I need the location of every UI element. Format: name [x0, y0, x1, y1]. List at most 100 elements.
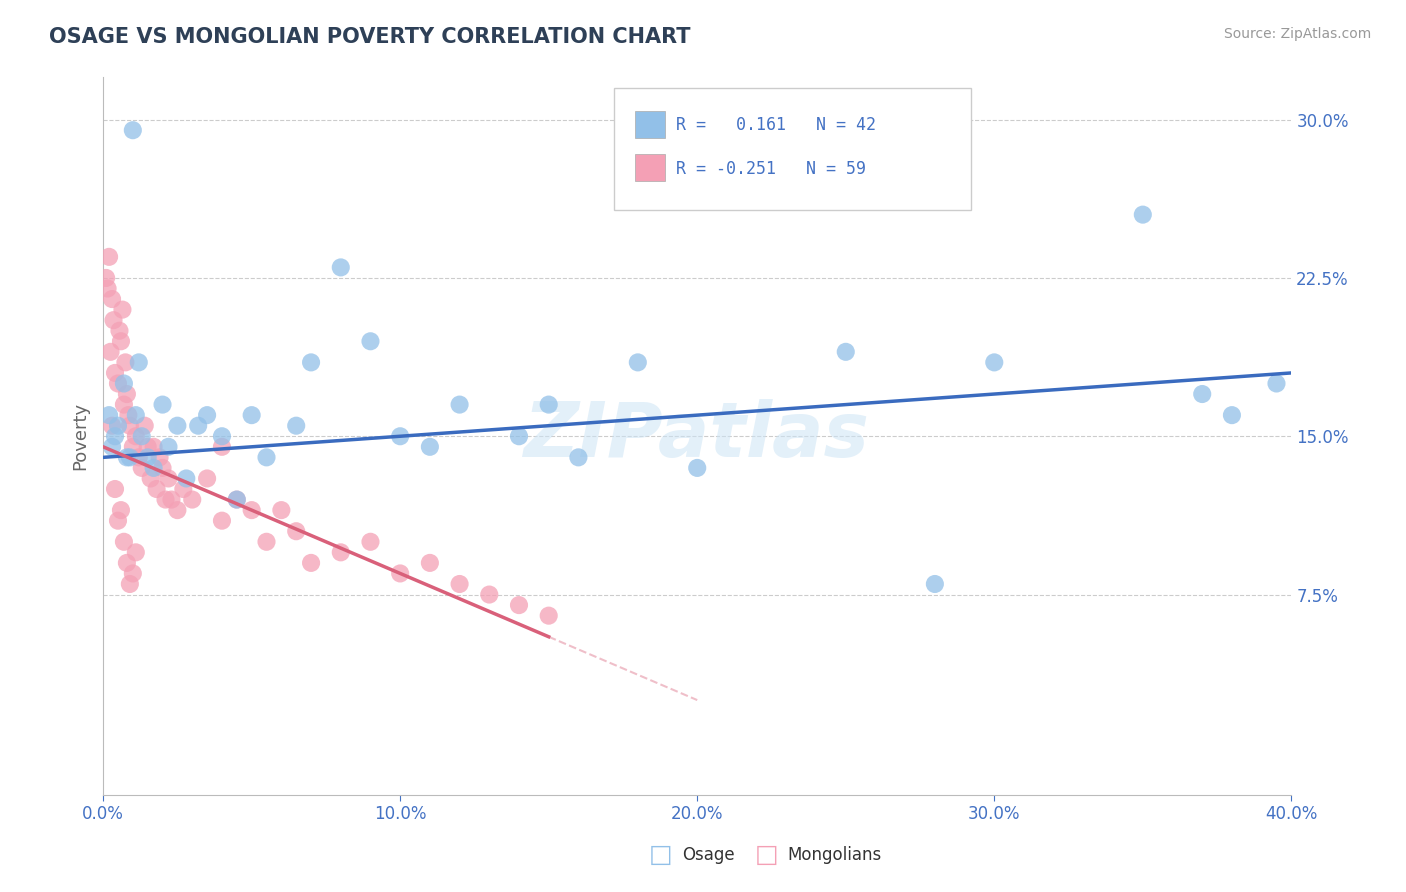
Point	[118, 577, 141, 591]
Text: Source: ZipAtlas.com: Source: ZipAtlas.com	[1223, 27, 1371, 41]
Point	[508, 598, 530, 612]
Point	[240, 503, 263, 517]
Point	[139, 471, 162, 485]
Point	[121, 123, 143, 137]
Point	[125, 429, 148, 443]
Point	[195, 408, 218, 422]
Point	[142, 461, 165, 475]
Point	[686, 461, 709, 475]
Point	[136, 450, 159, 465]
Point	[627, 355, 650, 369]
Point	[142, 440, 165, 454]
Point	[176, 471, 198, 485]
Point	[983, 355, 1005, 369]
Bar	[636, 112, 665, 138]
Point	[924, 577, 946, 591]
Point	[110, 334, 132, 349]
Point	[108, 324, 131, 338]
Point	[449, 398, 471, 412]
FancyBboxPatch shape	[614, 88, 970, 211]
Point	[104, 482, 127, 496]
Point	[240, 408, 263, 422]
Point	[256, 534, 278, 549]
Point	[148, 450, 170, 465]
Point	[449, 577, 471, 591]
Point	[115, 556, 138, 570]
Point	[104, 366, 127, 380]
Point	[419, 556, 441, 570]
Point	[107, 514, 129, 528]
Point	[567, 450, 589, 465]
Text: Osage: Osage	[682, 846, 734, 863]
Point	[112, 534, 135, 549]
Point	[117, 408, 139, 422]
Point	[155, 492, 177, 507]
Point	[101, 440, 124, 454]
Point	[478, 588, 501, 602]
Point	[187, 418, 209, 433]
Point	[299, 556, 322, 570]
Point	[285, 524, 308, 539]
Point	[835, 344, 858, 359]
Point	[225, 492, 247, 507]
Point	[111, 302, 134, 317]
Point	[211, 429, 233, 443]
Text: □: □	[650, 843, 672, 866]
Point	[97, 281, 120, 295]
Point	[118, 450, 141, 465]
Point	[100, 344, 122, 359]
Point	[98, 250, 121, 264]
Point	[225, 492, 247, 507]
Point	[118, 418, 141, 433]
Point	[121, 566, 143, 581]
Point	[389, 566, 412, 581]
Point	[172, 482, 194, 496]
Point	[104, 429, 127, 443]
Y-axis label: Poverty: Poverty	[72, 402, 89, 470]
Point	[134, 418, 156, 433]
Point	[107, 418, 129, 433]
Point	[299, 355, 322, 369]
Text: R =   0.161   N = 42: R = 0.161 N = 42	[676, 116, 876, 134]
Point	[145, 482, 167, 496]
Point	[107, 376, 129, 391]
Point	[389, 429, 412, 443]
Point	[152, 461, 174, 475]
Text: ZIPatlas: ZIPatlas	[524, 400, 870, 474]
Point	[1265, 376, 1288, 391]
Point	[329, 260, 352, 275]
Point	[128, 450, 150, 465]
Point	[160, 492, 183, 507]
Point	[110, 503, 132, 517]
Point	[115, 450, 138, 465]
Point	[121, 440, 143, 454]
Text: R = -0.251   N = 59: R = -0.251 N = 59	[676, 160, 866, 178]
Point	[101, 418, 124, 433]
Point	[537, 608, 560, 623]
Point	[329, 545, 352, 559]
Point	[112, 376, 135, 391]
Point	[166, 503, 188, 517]
Point	[1220, 408, 1243, 422]
Point	[211, 514, 233, 528]
Point	[1132, 208, 1154, 222]
Point	[103, 313, 125, 327]
Point	[270, 503, 292, 517]
Point	[157, 471, 180, 485]
Point	[166, 418, 188, 433]
Text: □: □	[755, 843, 778, 866]
Point	[256, 450, 278, 465]
Point	[131, 429, 153, 443]
Point	[94, 271, 117, 285]
Point	[128, 355, 150, 369]
Point	[101, 292, 124, 306]
Point	[181, 492, 204, 507]
Point	[359, 534, 381, 549]
Point	[152, 398, 174, 412]
Point	[125, 408, 148, 422]
Text: OSAGE VS MONGOLIAN POVERTY CORRELATION CHART: OSAGE VS MONGOLIAN POVERTY CORRELATION C…	[49, 27, 690, 46]
Point	[131, 461, 153, 475]
Point	[537, 398, 560, 412]
Point	[125, 545, 148, 559]
Point	[508, 429, 530, 443]
